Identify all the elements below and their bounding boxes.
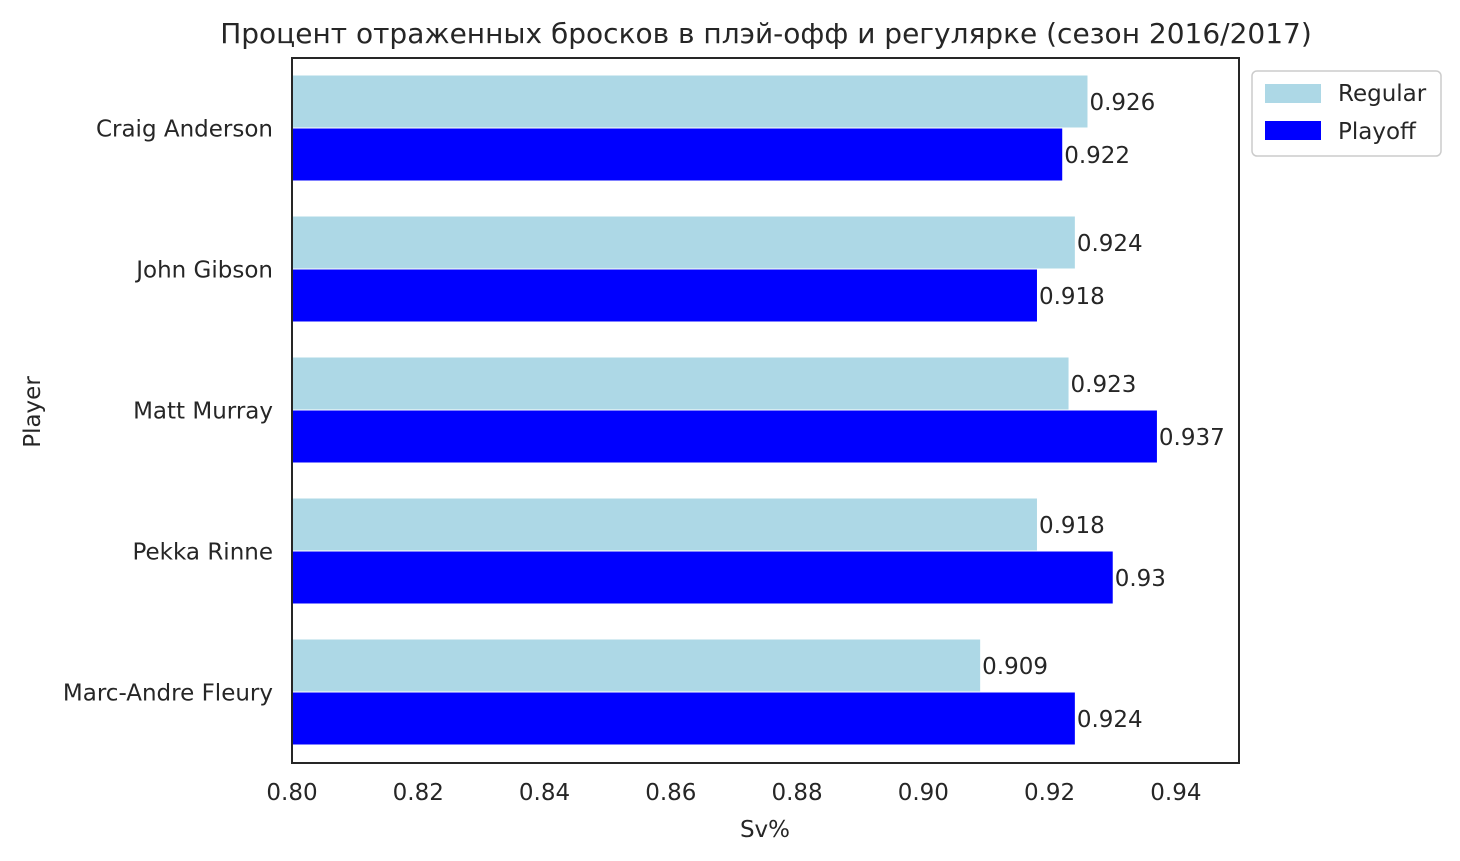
x-tick-label-7: 0.94	[1150, 780, 1201, 806]
legend-label-regular: Regular	[1338, 81, 1427, 107]
data-label-playoff-0: 0.922	[1064, 143, 1130, 169]
x-tick-label-0: 0.80	[266, 780, 317, 806]
bar-regular-1	[292, 216, 1075, 269]
bar-playoff-4	[292, 692, 1075, 745]
data-label-playoff-1: 0.918	[1039, 284, 1105, 310]
data-labels-group: 0.926 0.922 0.924 0.918 0.923 0.937 0.918 0.93 0…	[982, 90, 1225, 733]
data-label-regular-2: 0.923	[1071, 372, 1137, 398]
y-tick-label-0: Craig Anderson	[96, 117, 273, 143]
data-label-regular-0: 0.926	[1089, 90, 1155, 116]
bar-playoff-0	[292, 128, 1063, 181]
bar-regular-2	[292, 357, 1069, 410]
bar-regular-0	[292, 75, 1088, 128]
bar-playoff-2	[292, 410, 1157, 463]
y-tick-label-4: Marc-Andre Fleury	[63, 681, 273, 707]
y-tick-label-3: Pekka Rinne	[132, 540, 273, 566]
x-tick-label-5: 0.90	[898, 780, 949, 806]
x-tick-label-1: 0.82	[393, 780, 444, 806]
legend: Regular Playoff	[1251, 70, 1442, 157]
x-tick-label-4: 0.88	[771, 780, 822, 806]
x-tick-label-3: 0.86	[645, 780, 696, 806]
legend-label-playoff: Playoff	[1338, 119, 1417, 145]
y-axis-label: Player	[20, 376, 46, 448]
plot-frame	[291, 57, 1240, 764]
x-tick-label-2: 0.84	[519, 780, 570, 806]
legend-swatch-playoff	[1265, 121, 1321, 140]
data-label-regular-1: 0.924	[1077, 231, 1143, 257]
chart-title: Процент отраженных бросков в плэй-офф и …	[220, 17, 1312, 50]
data-label-regular-4: 0.909	[982, 654, 1048, 680]
bar-playoff-1	[292, 269, 1037, 322]
data-label-playoff-3: 0.93	[1115, 566, 1166, 592]
bar-regular-4	[292, 639, 981, 692]
x-tick-label-6: 0.92	[1024, 780, 1075, 806]
x-axis-label: Sv%	[740, 817, 790, 843]
data-label-regular-3: 0.918	[1039, 513, 1105, 539]
y-tick-label-2: Matt Murray	[133, 399, 273, 425]
y-axis-ticks: Craig Anderson John Gibson Matt Murray Pekk…	[63, 117, 273, 707]
bar-regular-3	[292, 498, 1037, 551]
data-label-playoff-2: 0.937	[1159, 425, 1225, 451]
y-tick-label-1: John Gibson	[134, 258, 273, 284]
bars-group	[292, 75, 1157, 745]
bar-playoff-3	[292, 551, 1113, 604]
data-label-playoff-4: 0.924	[1077, 707, 1143, 733]
legend-swatch-regular	[1265, 84, 1321, 103]
x-axis-ticks: 0.80 0.82 0.84 0.86 0.88 0.90 0.92 0.94	[266, 780, 1201, 806]
